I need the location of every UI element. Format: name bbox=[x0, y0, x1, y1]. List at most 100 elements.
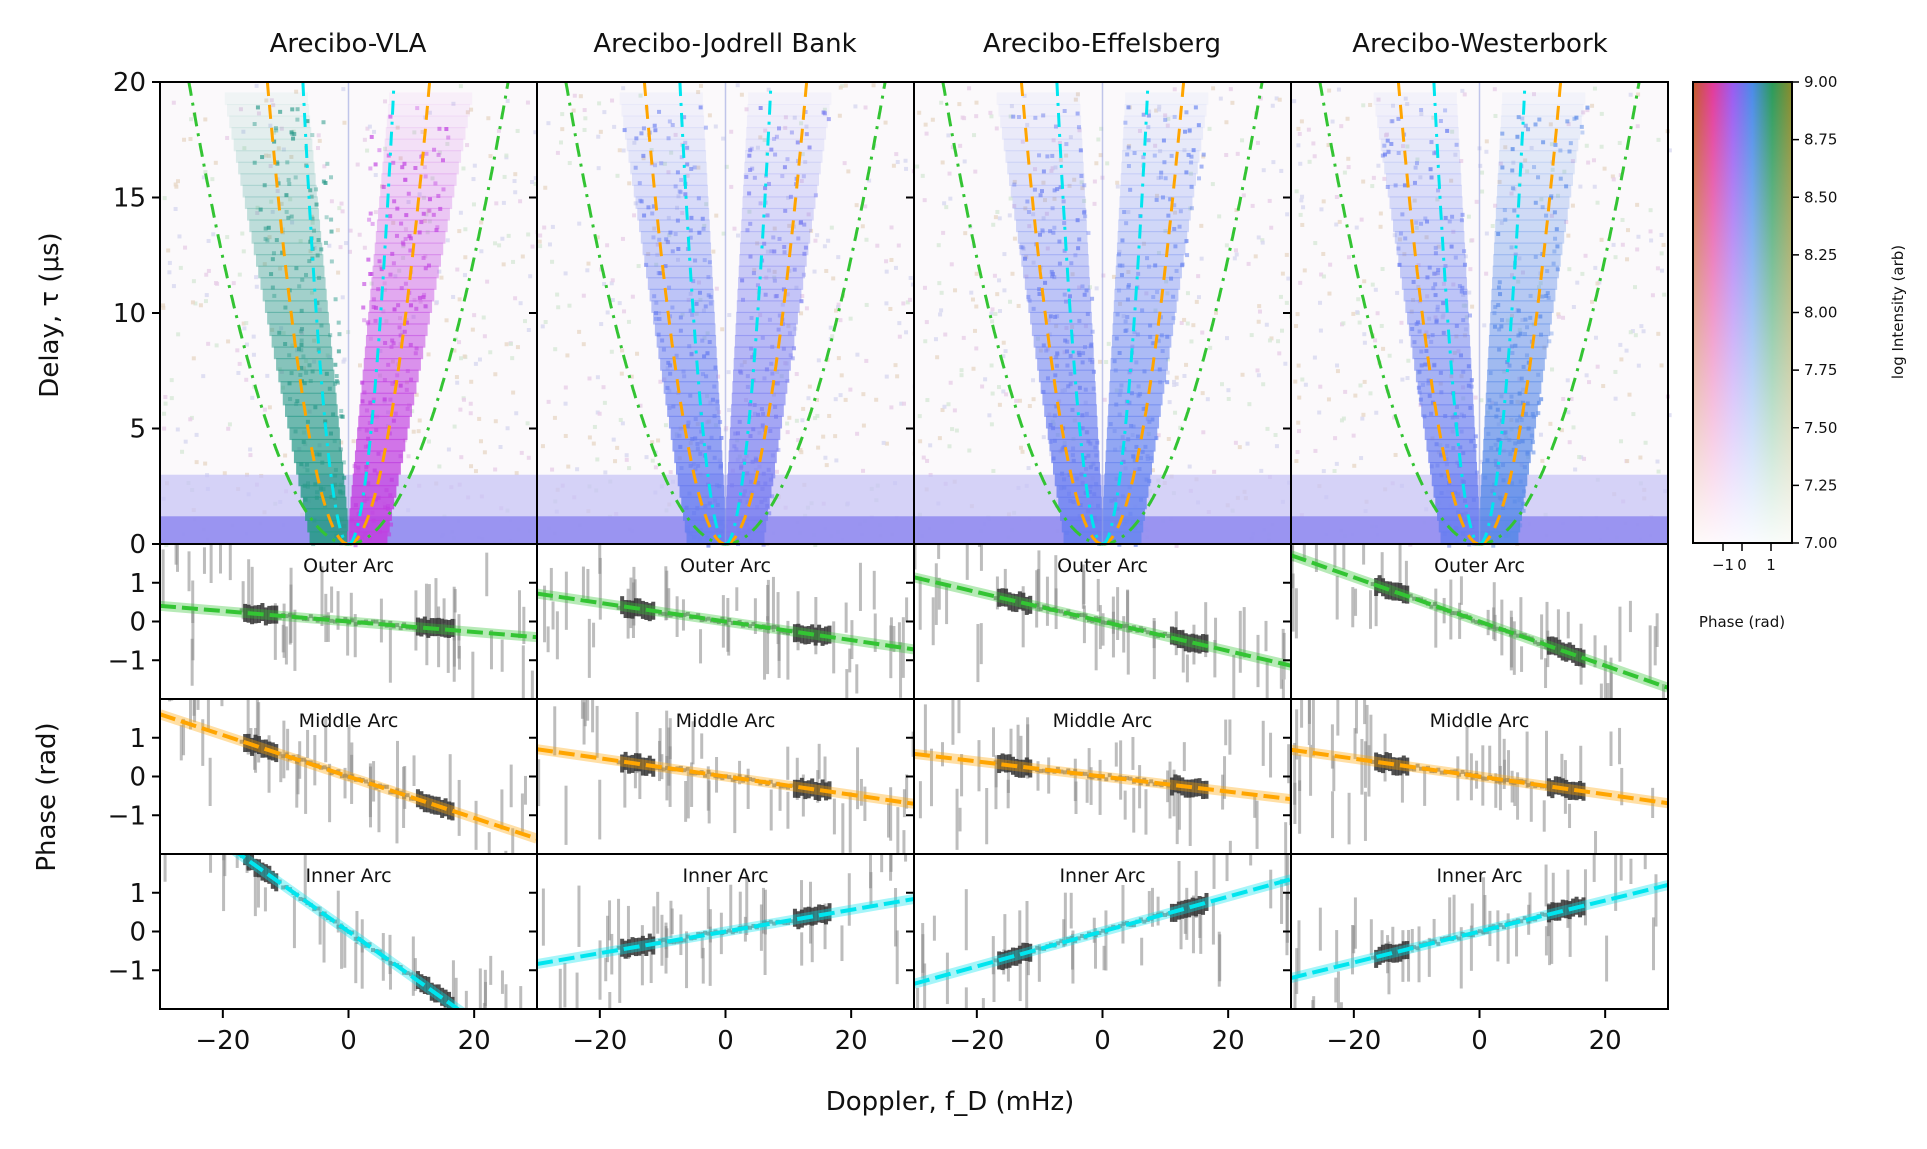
arc-arm-speckle bbox=[1077, 318, 1082, 323]
noise-speckle bbox=[1312, 154, 1317, 159]
noise-speckle bbox=[585, 268, 590, 273]
arc-arm-speckle bbox=[1458, 445, 1463, 450]
noise-speckle bbox=[203, 299, 208, 304]
arc-arm-speckle bbox=[688, 463, 693, 468]
arc-arm-speckle bbox=[1108, 422, 1113, 427]
noise-speckle bbox=[1358, 383, 1363, 388]
noise-speckle bbox=[605, 243, 610, 248]
arc-arm-cell bbox=[287, 415, 339, 429]
arc-arm-speckle bbox=[413, 165, 418, 170]
arc-arm-speckle bbox=[1497, 495, 1502, 500]
noise-speckle bbox=[939, 308, 944, 313]
arc-arm-speckle bbox=[426, 263, 431, 268]
arc-arm-speckle bbox=[277, 330, 282, 335]
arc-arm-cell bbox=[1431, 473, 1478, 487]
colorbar-tick-label: 8.25 bbox=[1804, 246, 1837, 264]
xtick-label: 0 bbox=[1094, 1026, 1111, 1056]
arc-arm-speckle bbox=[386, 362, 391, 367]
arc-arm-speckle bbox=[1439, 390, 1444, 395]
arc-arm-speckle bbox=[695, 446, 700, 451]
noise-speckle bbox=[675, 205, 680, 210]
noise-speckle bbox=[1068, 135, 1073, 140]
arc-arm-speckle bbox=[657, 316, 662, 321]
arc-arm-speckle bbox=[656, 271, 661, 276]
arc-arm-speckle bbox=[1518, 414, 1523, 419]
noise-speckle bbox=[1433, 315, 1438, 320]
arc-arm-speckle bbox=[737, 531, 742, 536]
noise-speckle bbox=[666, 170, 671, 175]
noise-speckle bbox=[1619, 439, 1624, 444]
arc-arm-speckle bbox=[314, 495, 319, 500]
phase-point bbox=[1491, 624, 1496, 629]
phase-point bbox=[395, 788, 400, 793]
arc-arm-speckle bbox=[1396, 246, 1401, 251]
noise-speckle bbox=[555, 292, 560, 297]
arc-arm-speckle bbox=[372, 468, 377, 473]
noise-speckle bbox=[1531, 92, 1536, 97]
arc-arm-speckle bbox=[1495, 447, 1500, 452]
arc-arm-speckle bbox=[1165, 334, 1170, 339]
arc-arm-speckle bbox=[1515, 418, 1520, 423]
phase-point bbox=[1394, 757, 1399, 776]
arc-arm-speckle bbox=[1503, 430, 1508, 435]
arc-arm-speckle bbox=[1509, 344, 1514, 349]
arc-arm-speckle bbox=[743, 489, 748, 494]
arc-arm-speckle bbox=[1146, 138, 1151, 143]
phase-point bbox=[703, 773, 708, 778]
noise-speckle bbox=[959, 368, 964, 373]
arc-arm-speckle bbox=[385, 506, 390, 511]
arc-arm-speckle bbox=[1090, 329, 1095, 334]
arc-arm-speckle bbox=[333, 297, 338, 302]
noise-speckle bbox=[1641, 329, 1646, 334]
arc-arm-speckle bbox=[1513, 343, 1518, 348]
arc-arm-speckle bbox=[390, 338, 395, 343]
phase-point bbox=[1412, 767, 1417, 772]
phase-content bbox=[160, 699, 537, 854]
noise-speckle bbox=[241, 129, 246, 134]
noise-speckle bbox=[493, 467, 498, 472]
noise-speckle bbox=[939, 290, 944, 295]
phase-point bbox=[1073, 615, 1078, 620]
noise-speckle bbox=[231, 281, 236, 286]
phase-point bbox=[253, 734, 258, 753]
arc-arm-speckle bbox=[295, 117, 300, 122]
arc-arm-cell bbox=[996, 92, 1080, 106]
outer-arc-curve bbox=[1479, 81, 1641, 546]
arc-arm-speckle bbox=[1038, 193, 1043, 198]
arc-arm-speckle bbox=[776, 447, 781, 452]
noise-speckle bbox=[547, 242, 552, 247]
noise-speckle bbox=[1101, 273, 1106, 278]
arc-arm-speckle bbox=[688, 308, 693, 313]
noise-speckle bbox=[987, 413, 992, 418]
arc-arm-speckle bbox=[363, 532, 368, 537]
arc-arm-speckle bbox=[1052, 275, 1057, 280]
arc-arm-speckle bbox=[334, 533, 339, 538]
phase-point bbox=[443, 989, 448, 1008]
phase-content bbox=[537, 854, 914, 1009]
arc-arm-speckle bbox=[1131, 424, 1136, 429]
arc-arm-speckle bbox=[1136, 384, 1141, 389]
noise-speckle bbox=[458, 407, 463, 412]
noise-speckle bbox=[653, 465, 658, 470]
noise-speckle bbox=[1033, 167, 1038, 172]
noise-speckle bbox=[1539, 197, 1544, 202]
arc-arm-speckle bbox=[1572, 116, 1577, 121]
arc-arm-speckle bbox=[1460, 212, 1465, 217]
arc-arm-speckle bbox=[284, 209, 289, 214]
delay-ytick-label: 0 bbox=[129, 530, 146, 560]
noise-speckle bbox=[1565, 378, 1570, 383]
arc-arm-speckle bbox=[687, 344, 692, 349]
arc-arm-speckle bbox=[1075, 111, 1080, 116]
arc-arm-speckle bbox=[737, 419, 742, 424]
noise-speckle bbox=[823, 455, 828, 460]
phase-point bbox=[1502, 925, 1507, 930]
arc-arm-cell bbox=[224, 92, 308, 106]
noise-speckle bbox=[1399, 320, 1404, 325]
noise-speckle bbox=[908, 275, 913, 280]
noise-speckle bbox=[347, 249, 352, 254]
noise-speckle bbox=[1166, 436, 1171, 441]
arc-arm-speckle bbox=[408, 303, 413, 308]
arc-arm-speckle bbox=[698, 528, 703, 533]
arc-arm-speckle bbox=[369, 134, 374, 139]
arc-arm-cell bbox=[1485, 404, 1538, 417]
